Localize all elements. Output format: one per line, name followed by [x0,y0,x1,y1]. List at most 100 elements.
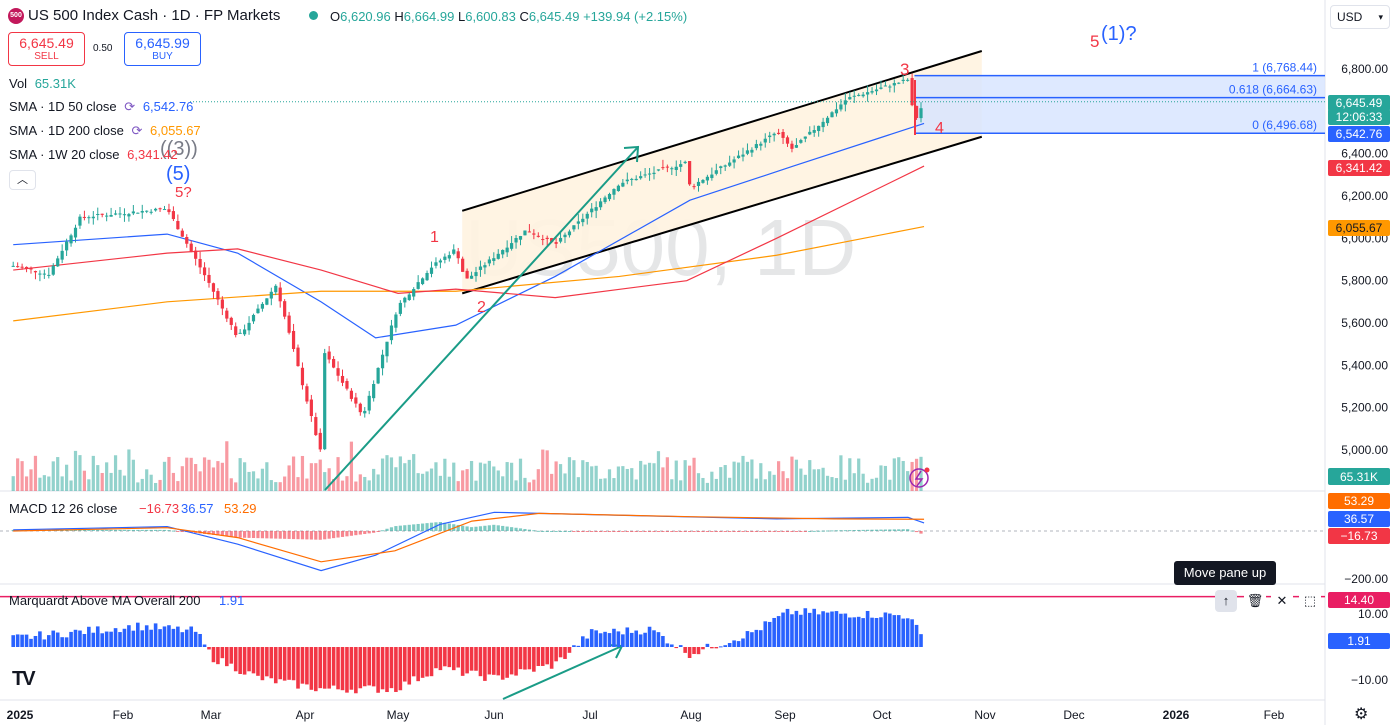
maximize-pane-icon[interactable]: ⬚ [1299,590,1321,612]
macd-histogram-bar [888,529,892,531]
legend-sma50[interactable]: SMA · 1D 50 close ⟳ 6,542.76 [9,99,193,115]
candle-body [505,247,509,253]
macd-histogram-bar [821,530,825,532]
marquardt-bar [616,631,621,647]
macd-histogram-bar [122,529,127,531]
gear-icon[interactable]: ⚙ [1354,706,1369,723]
marquardt-bar [532,647,536,672]
macd-histogram-bar [754,531,758,532]
chevron-up-icon[interactable]: ︿ [9,170,36,190]
macd-histogram-bar [732,531,736,532]
volume-bar [901,460,905,491]
collapse-pane-icon[interactable]: ✕ [1271,590,1293,612]
legend-sma200[interactable]: SMA · 1D 200 close ⟳ 6,055.67 [9,123,201,139]
time-axis-tick: 2026 [1163,708,1190,722]
currency-select[interactable]: USD ▾ [1330,5,1390,29]
candle-body [736,155,741,159]
volume-bar [821,467,825,491]
marquardt-bar [296,647,300,689]
marquardt-bar [905,618,910,647]
candle-body [879,87,883,89]
marquardt-bar [621,634,625,647]
volume-bar [603,478,607,491]
volume-bar [683,460,687,491]
symbol-title[interactable]: US 500 Index Cash · 1D · FP Markets [28,7,281,24]
marquardt-bar [162,626,167,647]
candle-body [536,235,540,237]
macd-histogram-bar [745,531,750,532]
volume-bar [283,476,287,491]
chevron-down-icon: ▾ [1378,12,1383,22]
price-axis-badge [1328,126,1390,142]
marquardt-bar [434,647,438,669]
buy-button[interactable]: 6,645.99 BUY [124,32,201,66]
volume-bar [527,482,532,491]
marquardt-bar [852,617,857,647]
arrow-up-icon[interactable]: ↑ [1215,590,1237,612]
marquardt-bar [465,647,469,674]
macd-histogram-bar [247,531,251,538]
candle-body [376,367,380,384]
macd-histogram-bar [216,531,220,536]
volume-axis-badge [1328,468,1390,485]
macd-histogram-bar [69,529,73,531]
marquardt-bar [104,631,109,647]
volume-bar [198,471,202,491]
volume-bar [340,480,345,491]
symbol-logo-icon: 500 [8,8,24,24]
volume-bar [136,482,140,491]
sma200-settings-icon[interactable]: ⟳ [131,123,143,138]
marquardt-bar [598,633,603,647]
macd-histogram-bar [438,522,443,531]
legend-volume[interactable]: Vol 65.31K [9,76,76,91]
trash-icon[interactable]: 🗑 [1244,590,1266,612]
marquardt-level-badge-text: 14.40 [1344,593,1374,607]
candle-body [692,186,696,188]
candle-body [20,266,24,268]
volume-bar [452,462,456,491]
volume-bar [20,461,24,491]
legend-sma1w[interactable]: SMA · 1W 20 close 6,341.42 [9,147,178,162]
marquardt-bar [759,630,763,647]
marquardt-bar [888,613,892,647]
sma50-settings-icon[interactable]: ⟳ [124,99,136,114]
volume-bar [861,473,865,491]
candle-body [131,211,135,214]
marquardt-bar [496,647,501,676]
sell-button[interactable]: 6,645.49 SELL [8,32,85,66]
marquardt-level-badge [1328,592,1390,608]
macd-histogram-bar [785,531,790,532]
candle-body [96,213,100,215]
volume-bar [131,459,135,491]
macd-histogram-bar [665,531,669,532]
marquardt-bar [638,634,643,647]
candle-body [576,221,580,224]
macd-axis-badge [1328,493,1390,509]
macd-histogram-bar [501,525,505,531]
marquardt-bar [331,647,336,686]
marquardt-bar [500,647,505,680]
marquardt-bar [856,616,861,647]
macd-histogram-bar [728,531,732,532]
macd-axis-badge [1328,511,1390,527]
macd-histogram-bar [403,525,407,531]
marquardt-bar [581,636,585,647]
volume-bar [323,472,327,491]
candle-body [647,173,652,175]
macd-histogram-bar [781,531,785,532]
macd-histogram-bar [238,531,242,538]
macd-histogram-bar [541,530,545,532]
volume-bar [732,461,736,491]
candle-body [456,251,460,259]
marquardt-bar [216,647,220,665]
marquardt-bar [55,632,60,647]
volume-bar [140,478,144,491]
marquardt-value: 1.91 [219,593,244,608]
marquardt-bar [291,647,296,681]
marquardt-bar [118,632,122,647]
macd-histogram-bar [817,530,821,532]
macd-histogram-bar [305,531,309,540]
volume-bar [269,480,273,491]
volume-bar [794,459,799,491]
